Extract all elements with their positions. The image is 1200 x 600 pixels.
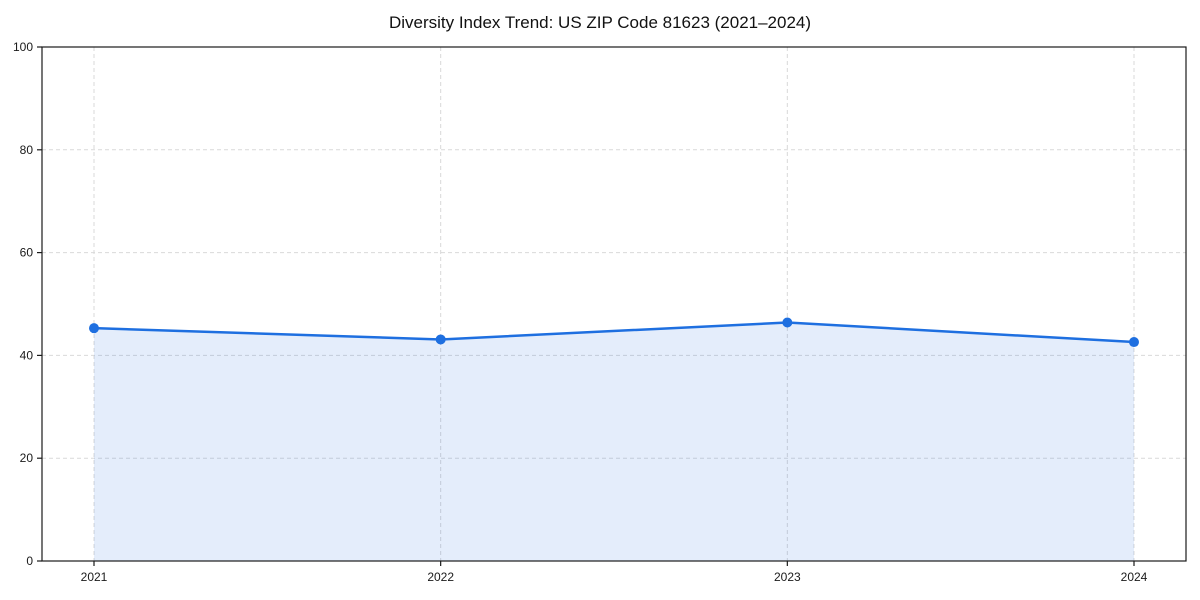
- x-tick-label: 2022: [427, 570, 454, 584]
- area-fill: [94, 322, 1134, 561]
- x-tick-label: 2024: [1121, 570, 1148, 584]
- y-tick-label: 20: [20, 451, 34, 465]
- chart-title: Diversity Index Trend: US ZIP Code 81623…: [388, 13, 812, 32]
- y-tick-label: 0: [26, 554, 33, 568]
- x-tick-label: 2021: [81, 570, 108, 584]
- y-tick-label: 60: [20, 246, 34, 260]
- data-point-marker-2021: [89, 323, 99, 334]
- data-point-marker-2024: [1129, 337, 1139, 348]
- trend-line: [92, 321, 1136, 344]
- y-tick-label: 80: [20, 143, 34, 157]
- data-point-marker-2022: [435, 334, 446, 345]
- y-tick-label: 40: [20, 348, 34, 362]
- y-tick-label: 100: [13, 40, 33, 54]
- x-tick-label: 2023: [774, 570, 801, 584]
- plot-border: [41, 46, 1187, 562]
- data-point-marker-2023: [782, 317, 793, 328]
